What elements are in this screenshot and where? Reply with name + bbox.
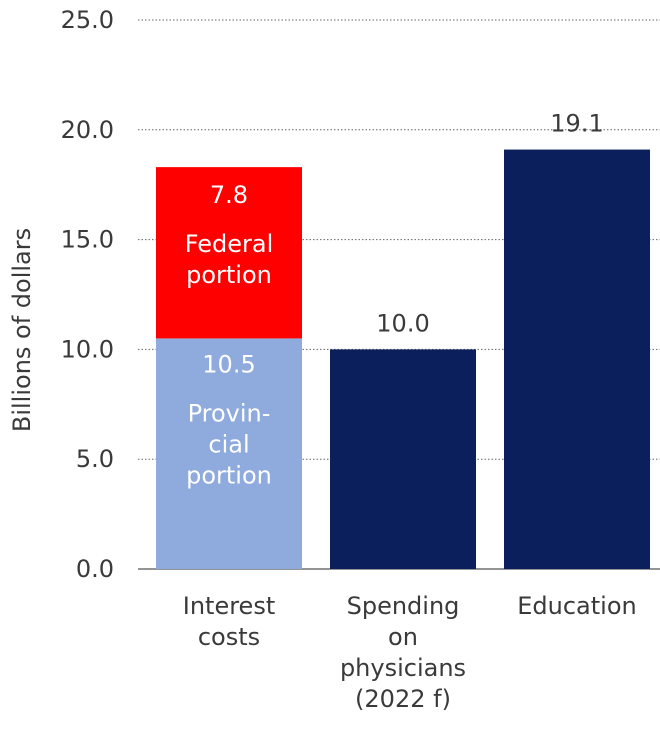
- category-label: Education: [517, 592, 636, 620]
- segment-value-label: 10.5: [202, 350, 255, 378]
- data-label: 10.0: [376, 309, 429, 337]
- category-label: (2022 f): [355, 685, 451, 713]
- data-label: 19.1: [550, 110, 603, 138]
- category-label: on: [388, 623, 418, 651]
- category-label: physicians: [340, 654, 466, 682]
- y-axis-title: Billions of dollars: [8, 228, 36, 432]
- bar-segment: [504, 149, 650, 569]
- category-label: Spending: [347, 592, 460, 620]
- segment-name-label: portion: [186, 461, 272, 489]
- segment-name-label: portion: [186, 261, 272, 289]
- bar-segment: [156, 338, 302, 569]
- y-tick-label: 20.0: [61, 116, 114, 144]
- bars: [156, 149, 650, 569]
- segment-name-label: Federal: [185, 230, 274, 258]
- segment-name-label: cial: [208, 430, 249, 458]
- y-tick-label: 0.0: [76, 555, 114, 583]
- bar-segment: [330, 349, 476, 569]
- y-tick-label: 10.0: [61, 335, 114, 363]
- y-tick-label: 5.0: [76, 445, 114, 473]
- category-label: Interest: [183, 592, 275, 620]
- category-label: costs: [198, 623, 260, 651]
- segment-name-label: Provin-: [188, 399, 271, 427]
- y-tick-label: 15.0: [61, 226, 114, 254]
- y-axis: 0.0 5.0 10.0 15.0 20.0 25.0: [61, 6, 114, 583]
- labels: 10.5 Provin-cial portion 7.8 Federal portion I…: [183, 110, 637, 713]
- segment-value-label: 7.8: [210, 181, 248, 209]
- y-tick-label: 25.0: [61, 6, 114, 34]
- bar-segment: [156, 167, 302, 339]
